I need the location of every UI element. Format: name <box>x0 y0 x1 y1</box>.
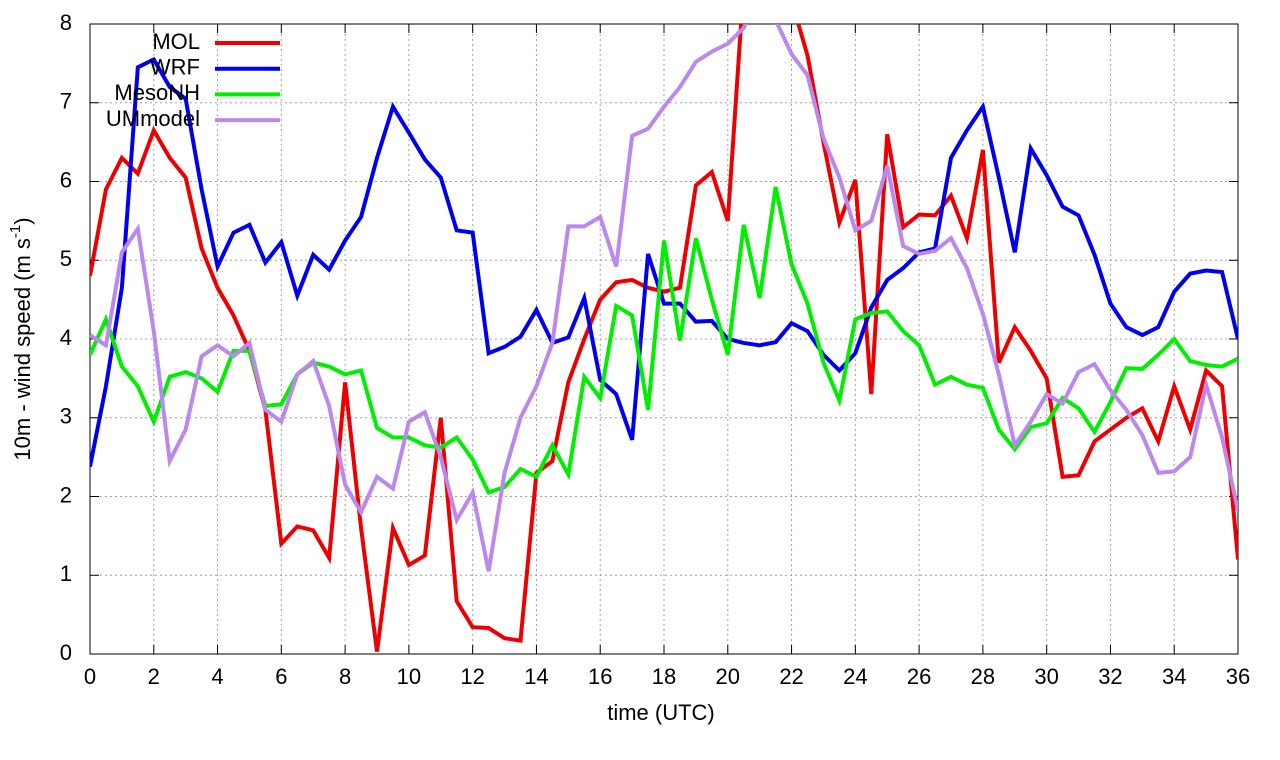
x-tick-label: 26 <box>907 664 931 689</box>
series-line <box>90 186 1238 496</box>
x-tick-label: 20 <box>716 664 740 689</box>
x-tick-label: 24 <box>843 664 867 689</box>
x-tick-label: 22 <box>779 664 803 689</box>
x-tick-label: 0 <box>84 664 96 689</box>
y-tick-label: 4 <box>60 325 72 350</box>
y-tick-label: 2 <box>60 482 72 507</box>
y-tick-label: 7 <box>60 89 72 114</box>
y-axis-label-sup: -1 <box>7 225 24 238</box>
y-axis-label-end: ) <box>10 217 35 224</box>
x-tick-label: 14 <box>524 664 548 689</box>
x-tick-label: 2 <box>148 664 160 689</box>
series-line <box>90 24 1238 572</box>
y-tick-label: 6 <box>60 167 72 192</box>
legend-label: MesoNH <box>114 80 200 105</box>
plot-area <box>90 24 1238 652</box>
legend-label: UMmodel <box>106 106 200 131</box>
x-axis-label: time (UTC) <box>607 700 715 725</box>
x-tick-label: 6 <box>275 664 287 689</box>
y-tick-label: 5 <box>60 246 72 271</box>
x-tick-label: 36 <box>1226 664 1250 689</box>
y-tick-label: 0 <box>60 640 72 665</box>
y-tick-label: 8 <box>60 10 72 35</box>
series-line <box>90 24 1238 652</box>
x-tick-label: 4 <box>211 664 223 689</box>
series-line <box>90 56 1238 467</box>
legend-label: WRF <box>150 55 200 80</box>
y-axis-label-main: 10m - wind speed (m s <box>10 238 35 461</box>
x-tick-label: 10 <box>397 664 421 689</box>
x-tick-label: 8 <box>339 664 351 689</box>
x-tick-label: 16 <box>588 664 612 689</box>
y-tick-label: 3 <box>60 404 72 429</box>
y-axis-label: 10m - wind speed (m s-1) <box>7 217 35 460</box>
x-tick-label: 34 <box>1162 664 1186 689</box>
x-tick-label: 30 <box>1034 664 1058 689</box>
x-tick-label: 12 <box>460 664 484 689</box>
x-tick-label: 32 <box>1098 664 1122 689</box>
x-tick-label: 18 <box>652 664 676 689</box>
y-tick-label: 1 <box>60 561 72 586</box>
x-tick-label: 28 <box>971 664 995 689</box>
legend-label: MOL <box>152 29 200 54</box>
